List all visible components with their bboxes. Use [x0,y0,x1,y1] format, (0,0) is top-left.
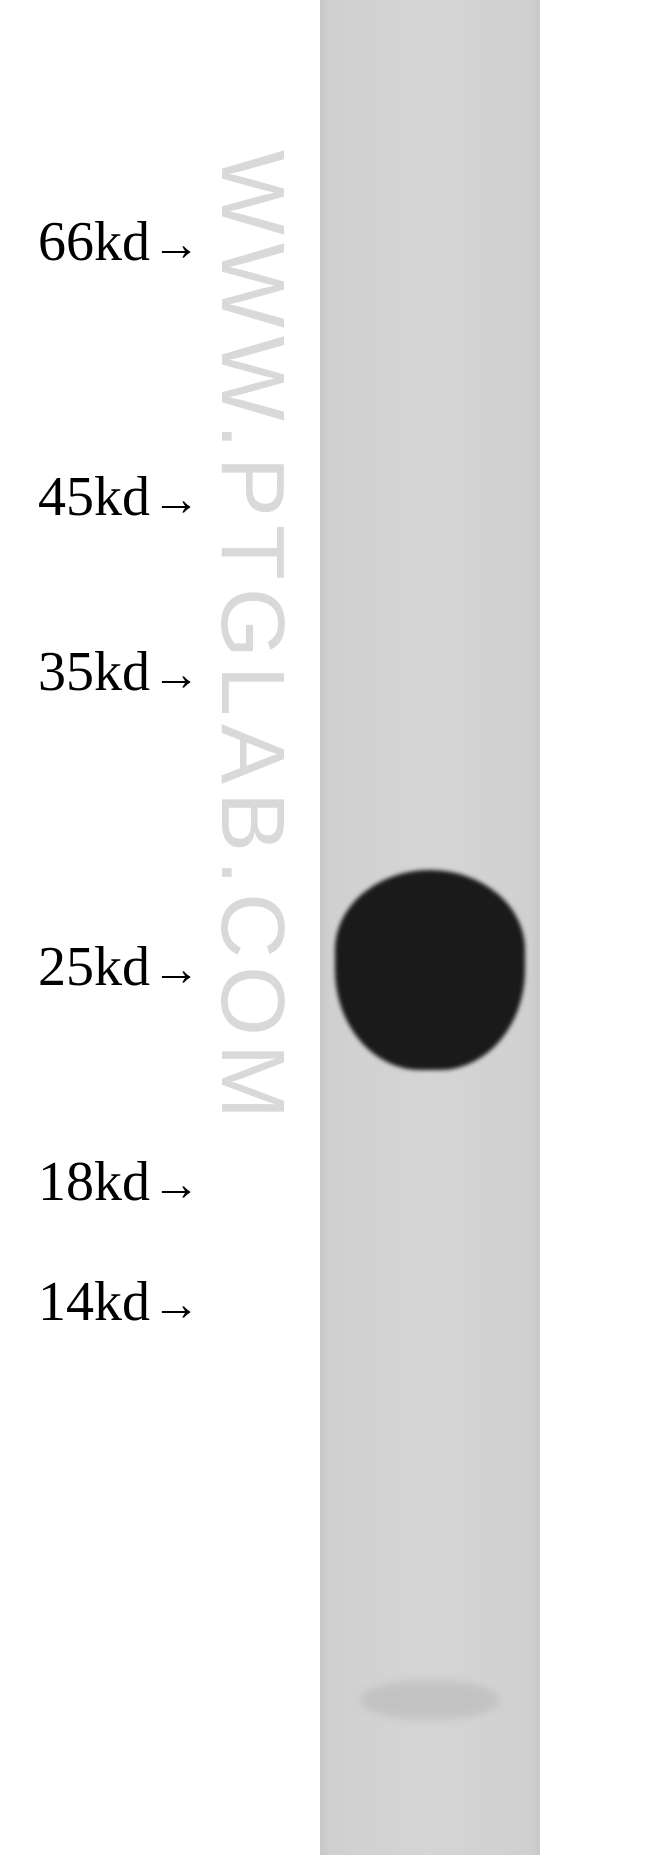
blot-container: WWW.PTGLAB.COM 66kd→ 45kd→ 35kd→ 25kd→ 1… [0,0,650,1855]
arrow-icon: → [152,1278,200,1331]
marker-45kd: 45kd→ [38,465,200,529]
marker-label: 18kd [38,1151,150,1213]
arrow-icon: → [152,473,200,526]
marker-label: 66kd [38,211,150,273]
marker-25kd: 25kd→ [38,935,200,999]
arrow-icon: → [152,648,200,701]
band-faint-lower [360,1680,500,1720]
arrow-icon: → [152,1158,200,1211]
arrow-icon: → [152,218,200,271]
marker-35kd: 35kd→ [38,640,200,704]
marker-label: 45kd [38,466,150,528]
marker-label: 14kd [38,1271,150,1333]
watermark: WWW.PTGLAB.COM [200,150,303,1127]
marker-66kd: 66kd→ [38,210,200,274]
marker-18kd: 18kd→ [38,1150,200,1214]
marker-label: 35kd [38,641,150,703]
arrow-icon: → [152,943,200,996]
marker-label: 25kd [38,936,150,998]
band-main-25kd [335,870,525,1070]
marker-14kd: 14kd→ [38,1270,200,1334]
